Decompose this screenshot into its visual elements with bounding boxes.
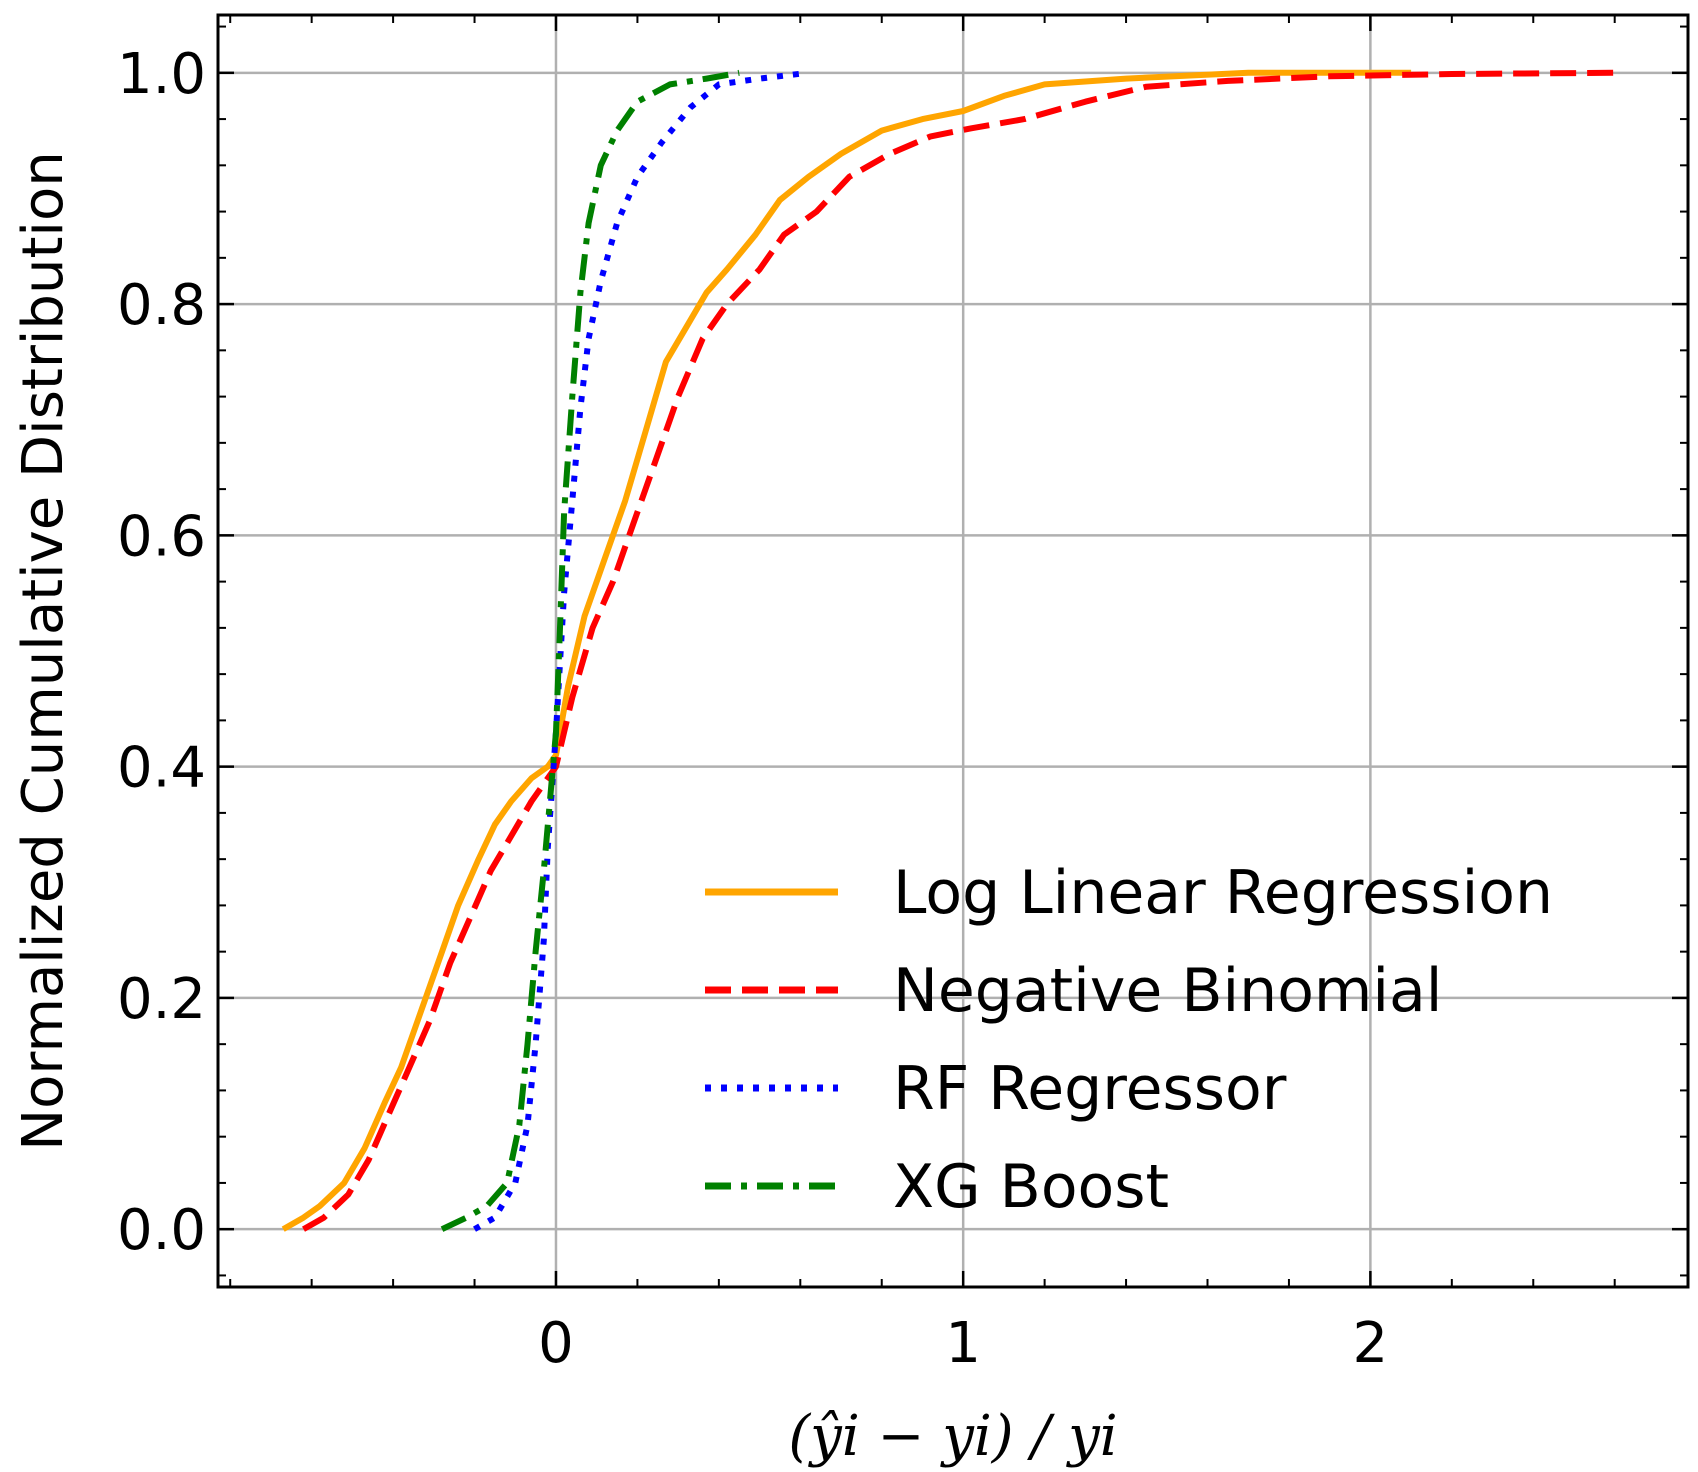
legend-label-xg-boost: XG Boost	[893, 1152, 1169, 1222]
y-tick-label: 0.8	[117, 273, 206, 338]
series-line-negative-binomial	[302, 69, 1615, 1232]
y-tick-label: 0.4	[117, 736, 206, 801]
y-tick-label: 0.2	[117, 967, 206, 1032]
legend-label-negative-binomial: Negative Binomial	[893, 956, 1442, 1026]
major-ticks	[218, 15, 1688, 1287]
series-line-xg-boost	[440, 69, 740, 1232]
tick-labels: 0 1 2 0.0 0.2 0.4 0.6 0.8 1.0	[117, 42, 1388, 1376]
y-axis-label: Normalized Cumulative Distribution	[11, 151, 76, 1151]
x-tick-label: 1	[945, 1311, 981, 1376]
legend-label-rf-regressor: RF Regressor	[893, 1054, 1287, 1124]
series-line-log-linear-regression	[281, 69, 1412, 1232]
series-layer	[281, 69, 1615, 1232]
grid	[218, 15, 1688, 1287]
legend: Log Linear Regression Negative Binomial RF…	[705, 858, 1553, 1222]
plot-frame	[216, 13, 1690, 1289]
y-tick-label: 0.6	[117, 504, 206, 569]
x-tick-label: 0	[538, 1311, 574, 1376]
y-tick-label: 0.0	[117, 1198, 206, 1263]
x-tick-label: 2	[1353, 1311, 1389, 1376]
series-line-rf-regressor	[473, 69, 809, 1232]
y-tick-label: 1.0	[117, 42, 206, 107]
x-axis-label: (ŷi − yi) / yi	[788, 1404, 1117, 1469]
legend-label-log-linear-regression: Log Linear Regression	[893, 858, 1553, 928]
